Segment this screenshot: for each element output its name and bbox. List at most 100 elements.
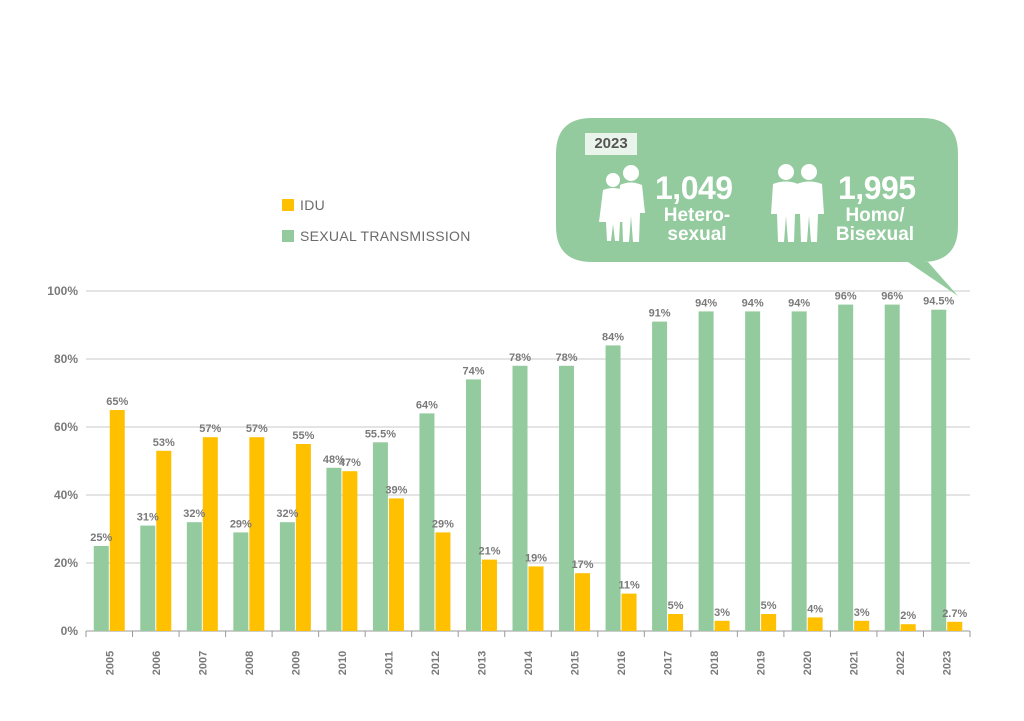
x-tick-label: 2007 <box>197 651 209 675</box>
data-label-sexual-transmission: 32% <box>276 508 298 520</box>
x-tick-label: 2015 <box>570 651 582 675</box>
data-label-idu: 57% <box>246 423 268 435</box>
bar-idu <box>575 573 591 631</box>
bar-idu <box>249 437 265 631</box>
x-tick-label: 2005 <box>104 651 116 675</box>
x-tick-label: 2021 <box>849 651 861 675</box>
bar-sexual-transmission <box>233 532 249 631</box>
data-label-idu: 2% <box>900 610 916 622</box>
x-tick-label: 2006 <box>151 651 163 675</box>
data-label-sexual-transmission: 96% <box>881 291 903 303</box>
homo-label-line-2: Bisexual <box>835 224 915 245</box>
data-label-idu: 2.7% <box>942 608 967 620</box>
data-label-sexual-transmission: 29% <box>230 518 252 530</box>
data-label-sexual-transmission: 64% <box>416 399 438 411</box>
legend-swatch-idu <box>282 199 294 211</box>
bar-idu <box>714 620 730 631</box>
hetero-count: 1,049 <box>655 170 733 206</box>
x-tick-label: 2013 <box>476 651 488 675</box>
y-tick-label: 20% <box>54 556 78 570</box>
x-tick-label: 2020 <box>802 651 814 675</box>
legend-item-idu: IDU <box>282 197 325 213</box>
data-label-sexual-transmission: 94% <box>788 297 810 309</box>
x-tick-label: 2023 <box>942 651 954 675</box>
bar-idu <box>854 620 870 631</box>
x-tick-label: 2010 <box>337 651 349 675</box>
data-label-idu: 19% <box>525 552 547 564</box>
y-tick-label: 100% <box>47 284 78 298</box>
data-label-sexual-transmission: 55.5% <box>365 428 396 440</box>
bar-idu <box>668 614 684 631</box>
homo-label: Homo/ Bisexual <box>826 206 924 244</box>
bar-sexual-transmission <box>605 345 621 631</box>
bar-sexual-transmission <box>931 309 947 631</box>
data-label-idu: 3% <box>854 607 870 619</box>
data-label-idu: 65% <box>106 396 128 408</box>
hetero-label-line-2: sexual <box>667 224 727 245</box>
data-label-idu: 5% <box>668 600 684 612</box>
data-label-sexual-transmission: 78% <box>509 352 531 364</box>
legend-item-sexual-transmission: SEXUAL TRANSMISSION <box>282 228 471 244</box>
data-label-sexual-transmission: 91% <box>649 308 671 320</box>
data-label-sexual-transmission: 74% <box>462 365 484 377</box>
legend-label-sexual-transmission: SEXUAL TRANSMISSION <box>300 228 471 244</box>
bar-sexual-transmission <box>559 365 575 631</box>
bar-idu <box>807 617 823 631</box>
bar-sexual-transmission <box>279 522 295 631</box>
bar-sexual-transmission <box>140 525 156 631</box>
data-label-sexual-transmission: 25% <box>90 532 112 544</box>
bar-sexual-transmission <box>652 321 668 631</box>
bar-sexual-transmission <box>186 522 202 631</box>
x-tick-label: 2009 <box>290 651 302 675</box>
bar-idu <box>202 437 218 631</box>
bar-idu <box>295 444 311 631</box>
bar-sexual-transmission <box>326 467 342 631</box>
data-label-idu: 47% <box>339 457 361 469</box>
bar-sexual-transmission <box>884 304 900 631</box>
bar-idu <box>342 471 358 631</box>
bar-sexual-transmission <box>512 365 528 631</box>
data-label-idu: 53% <box>153 437 175 449</box>
bar-idu <box>621 593 637 631</box>
x-tick-label: 2022 <box>895 651 907 675</box>
bar-sexual-transmission <box>372 442 388 631</box>
data-label-idu: 5% <box>761 600 777 612</box>
data-label-idu: 57% <box>199 423 221 435</box>
y-tick-label: 0% <box>61 624 79 638</box>
bar-idu <box>947 621 963 631</box>
x-tick-label: 2012 <box>430 651 442 675</box>
bar-sexual-transmission <box>791 311 807 631</box>
bar-idu <box>761 614 777 631</box>
data-label-idu: 4% <box>807 603 823 615</box>
x-tick-label: 2008 <box>244 651 256 675</box>
callout-year: 2023 <box>585 133 637 155</box>
bar-sexual-transmission <box>465 379 481 631</box>
y-tick-label: 60% <box>54 420 78 434</box>
data-label-idu: 29% <box>432 518 454 530</box>
bar-idu <box>481 559 497 631</box>
data-label-sexual-transmission: 94% <box>742 297 764 309</box>
bar-idu <box>900 624 916 631</box>
x-tick-label: 2019 <box>756 651 768 675</box>
data-label-sexual-transmission: 94.5% <box>923 296 954 308</box>
data-label-idu: 21% <box>478 546 500 558</box>
hetero-label-line-1: Hetero- <box>663 205 731 226</box>
hetero-label: Hetero- sexual <box>654 206 740 244</box>
bar-sexual-transmission <box>838 304 854 631</box>
y-tick-label: 40% <box>54 488 78 502</box>
bar-idu <box>109 410 125 631</box>
data-label-sexual-transmission: 94% <box>695 297 717 309</box>
data-label-sexual-transmission: 48% <box>323 454 345 466</box>
x-tick-label: 2018 <box>709 651 721 675</box>
legend-label-idu: IDU <box>300 197 326 213</box>
data-label-idu: 55% <box>292 430 314 442</box>
bar-idu <box>435 532 451 631</box>
bar-sexual-transmission <box>698 311 714 631</box>
bar-sexual-transmission <box>745 311 761 631</box>
data-label-sexual-transmission: 31% <box>137 512 159 524</box>
data-label-idu: 39% <box>385 484 407 496</box>
x-tick-label: 2011 <box>383 651 395 675</box>
data-label-sexual-transmission: 32% <box>183 508 205 520</box>
bar-sexual-transmission <box>419 413 435 631</box>
